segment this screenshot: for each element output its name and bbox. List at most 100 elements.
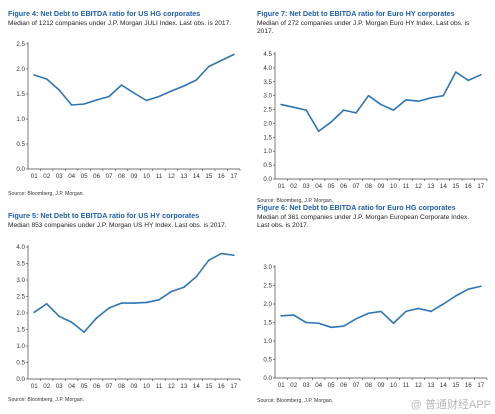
data-point (380, 103, 382, 106)
chart-title: Figure 4: Net Debt to EBITDA ratio for U… (8, 9, 201, 18)
line-chart-fig5: 0.0 0.5 1.0 1.5 2.0 2.5 3.0 3.5 4.0 01 02 03 04 05 06 0… (16, 244, 241, 390)
x-tick-label: 16 (218, 383, 225, 390)
data-point (355, 112, 357, 114)
y-tick-label: 1.5 (263, 134, 272, 141)
x-tick-label: 17 (477, 382, 484, 389)
x-tick-label: 06 (93, 173, 100, 180)
data-point (479, 285, 482, 288)
y-tick-label: 3.5 (263, 79, 272, 86)
chart-source: Source: Bloomberg, J.P. Morgan. (257, 198, 334, 204)
x-tick-label: 16 (465, 183, 472, 190)
x-tick-label: 07 (106, 173, 113, 180)
x-tick-label: 09 (131, 383, 138, 390)
y-tick-label: 1.0 (16, 343, 25, 350)
x-tick-label: 05 (81, 173, 88, 180)
data-point (158, 95, 160, 98)
series-line (280, 285, 482, 329)
data-point (133, 302, 135, 304)
data-point (455, 295, 457, 297)
data-point (305, 321, 307, 324)
data-point (70, 321, 73, 324)
data-point (367, 94, 370, 97)
y-tick-label: 1.0 (16, 116, 25, 123)
chart-subtitle: Median 853 companies under J.P. Morgan U… (8, 222, 227, 230)
x-tick-label: 12 (415, 382, 422, 389)
y-tick-label: 1.0 (263, 148, 272, 155)
x-tick-label: 13 (180, 173, 187, 180)
chart-subtitle: Median of 272 companies under J.P. Morga… (257, 20, 485, 37)
x-tick-label: 01 (278, 382, 285, 389)
data-point (467, 288, 470, 290)
data-point (145, 99, 148, 102)
data-point (83, 331, 85, 333)
data-point (108, 307, 110, 309)
x-tick-label: 13 (180, 383, 187, 390)
data-point (170, 290, 173, 293)
data-point (170, 90, 173, 92)
data-point (367, 312, 370, 315)
x-tick-label: 06 (340, 382, 347, 389)
x-tick-label: 06 (340, 183, 347, 190)
x-tick-label: 15 (452, 382, 459, 389)
data-point (405, 310, 407, 313)
data-point (220, 252, 223, 255)
data-point (417, 307, 420, 310)
x-tick-label: 10 (390, 183, 397, 190)
data-point (292, 314, 295, 316)
data-point (133, 92, 135, 94)
chart-subtitle: Median of 361 companies under J.P. Morga… (257, 214, 485, 231)
chart-source: Source: Bloomberg, J.P. Morgan. (8, 191, 85, 197)
y-tick-label: 0.0 (16, 376, 25, 383)
x-tick-label: 15 (205, 383, 212, 390)
chart-subtitle: Median of 1212 companies under J.P. Morg… (8, 20, 231, 28)
x-tick-label: 17 (230, 173, 237, 180)
data-point (405, 99, 407, 101)
y-tick-label: 2.0 (263, 301, 272, 308)
data-point (120, 84, 123, 86)
data-point (232, 254, 235, 257)
watermark-text: @ 普通财经APP (410, 399, 491, 411)
y-tick-label: 1.0 (263, 338, 272, 345)
x-tick-label: 07 (353, 183, 360, 190)
data-point (232, 53, 235, 56)
chart-subtitle-line: 2017. (257, 28, 274, 36)
data-point (467, 79, 470, 82)
y-tick-label: 4.0 (16, 244, 25, 251)
x-tick-label: 10 (143, 383, 150, 390)
x-tick-label: 02 (290, 382, 297, 389)
data-point (292, 106, 295, 109)
x-tick-label: 01 (31, 173, 38, 180)
chart-panel-fig6: Figure 6: Net Debt to EBITDA ratio for E… (257, 203, 492, 408)
y-tick-label: 0.5 (263, 357, 272, 364)
data-point (108, 95, 110, 98)
x-tick-label: 11 (156, 173, 163, 180)
y-tick-label: 0.5 (16, 141, 25, 148)
y-tick-label: 2.5 (263, 283, 272, 290)
y-tick-label: 0.5 (263, 162, 272, 169)
chart-subtitle-line: Median 853 companies under J.P. Morgan U… (8, 222, 227, 229)
data-point (380, 310, 382, 313)
data-point (183, 286, 185, 289)
data-point (145, 301, 148, 304)
x-tick-label: 13 (427, 382, 434, 389)
x-tick-label: 03 (303, 183, 310, 190)
data-point (355, 318, 357, 320)
series-line (280, 71, 482, 133)
x-tick-label: 05 (328, 183, 335, 190)
x-tick-label: 04 (315, 382, 322, 389)
series-line (33, 252, 235, 333)
chart-panel-fig7: Figure 7: Net Debt to EBITDA ratio for E… (257, 9, 492, 204)
data-point (442, 94, 445, 97)
x-tick-label: 17 (230, 383, 237, 390)
data-point (280, 315, 283, 317)
y-tick-label: 0.0 (263, 375, 272, 382)
x-tick-label: 07 (353, 382, 360, 389)
data-point (95, 99, 98, 101)
line-chart-fig4: 0.0 0.5 1.0 1.5 2.0 2.5 01 02 03 04 05 06 07 08 09 10 11… (16, 41, 241, 180)
data-point (45, 78, 48, 80)
y-tick-label: 0.5 (16, 360, 25, 367)
chart-title: Figure 5: Net Debt to EBITDA ratio for U… (8, 211, 200, 220)
y-tick-label: 4.0 (263, 65, 272, 72)
x-tick-label: 10 (390, 382, 397, 389)
chart-subtitle-line: Median of 361 companies under J.P. Morga… (257, 214, 470, 221)
